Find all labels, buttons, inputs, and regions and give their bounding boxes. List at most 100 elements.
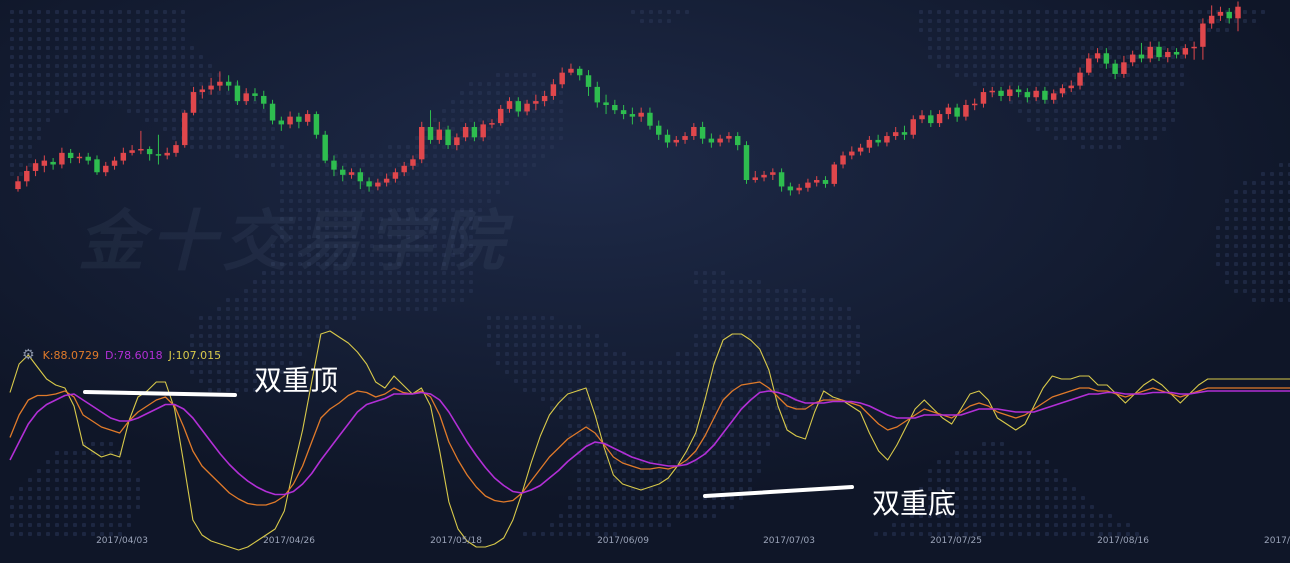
candle-body	[375, 182, 381, 187]
candle-body	[506, 101, 513, 109]
candle	[331, 155, 337, 177]
candle	[963, 99, 969, 121]
candle-body	[743, 145, 750, 181]
candle-body	[410, 159, 416, 166]
candle-body	[234, 85, 241, 102]
candle	[1024, 88, 1031, 103]
candle-body	[383, 178, 390, 183]
kdj-line-d	[9, 390, 1290, 496]
candle	[199, 85, 206, 99]
candle-body	[1182, 48, 1189, 55]
candle-body	[533, 101, 539, 104]
candle	[541, 90, 548, 107]
candle-body	[875, 139, 881, 143]
candle-body	[866, 139, 873, 148]
candle	[164, 147, 170, 160]
candle-body	[1226, 11, 1232, 19]
candle-body	[910, 119, 916, 135]
candle-body	[59, 152, 65, 165]
legend-k: K:88.0729	[42, 348, 99, 362]
candle-body	[761, 174, 767, 178]
candle-body	[357, 172, 364, 182]
candle-body	[401, 165, 407, 173]
kdj-line-k	[9, 381, 1290, 506]
candle	[1094, 48, 1101, 63]
candle	[182, 110, 188, 148]
candle	[1068, 80, 1074, 93]
candle-body	[620, 110, 627, 115]
double-top-label: 双重顶	[254, 364, 339, 397]
candle	[50, 158, 56, 170]
candle	[1200, 18, 1206, 60]
candle-body	[287, 116, 293, 125]
candle	[708, 133, 715, 148]
candle-body	[655, 125, 662, 135]
candle	[901, 125, 908, 140]
candle-body	[1050, 93, 1057, 100]
candle	[971, 98, 978, 111]
candle	[620, 105, 627, 120]
candle	[59, 147, 65, 169]
candle-body	[664, 134, 671, 143]
candle	[919, 110, 925, 124]
candle	[480, 120, 486, 142]
candle-body	[1217, 11, 1224, 16]
candle-body	[304, 114, 311, 122]
candle-body	[217, 81, 223, 86]
candle	[287, 111, 293, 129]
candle-body	[129, 150, 135, 153]
candle	[980, 88, 987, 108]
candle	[892, 126, 899, 140]
candle	[471, 121, 478, 142]
candle	[998, 86, 1004, 102]
candle-body	[1094, 53, 1101, 59]
candle	[989, 86, 995, 98]
candle-body	[1191, 46, 1197, 49]
candle	[1007, 85, 1013, 102]
candle-body	[322, 134, 328, 161]
candle	[884, 132, 890, 147]
candle	[664, 129, 671, 148]
x-tick-label: 2017/07/25	[930, 536, 982, 546]
candle-body	[778, 172, 785, 187]
candle	[1059, 84, 1066, 98]
candle-body	[954, 107, 960, 117]
candle-body	[524, 103, 530, 112]
gear-icon[interactable]: ⚙	[22, 347, 35, 363]
candle	[1191, 41, 1197, 60]
candle-body	[1138, 54, 1145, 59]
candle	[401, 161, 407, 177]
double-bottom-marker	[703, 485, 854, 498]
candle	[734, 132, 741, 151]
candle	[340, 165, 346, 182]
candle-body	[1147, 46, 1153, 59]
candle	[313, 111, 320, 139]
candle	[489, 119, 495, 129]
candle-body	[103, 165, 109, 173]
candle	[1129, 50, 1136, 67]
map-dots	[10, 10, 1290, 536]
candle-body	[190, 92, 197, 113]
candle	[1217, 6, 1224, 21]
candle-body	[85, 156, 91, 161]
candle-body	[849, 151, 855, 156]
candle	[498, 105, 504, 126]
candle-body	[1086, 58, 1092, 73]
candle-body	[1015, 89, 1022, 93]
candle	[585, 70, 592, 96]
candle	[1182, 44, 1189, 59]
candle-body	[331, 160, 337, 170]
candle-body	[208, 85, 214, 90]
candle-body	[515, 101, 522, 112]
candle-body	[717, 138, 723, 143]
candle-body	[998, 90, 1004, 96]
candle-body	[41, 160, 48, 166]
candle	[857, 143, 864, 156]
candle-body	[752, 177, 758, 181]
candle-body	[32, 163, 39, 171]
candle	[647, 107, 653, 130]
candle-body	[1235, 6, 1241, 19]
candle-body	[805, 182, 811, 188]
candle-body	[638, 112, 644, 117]
